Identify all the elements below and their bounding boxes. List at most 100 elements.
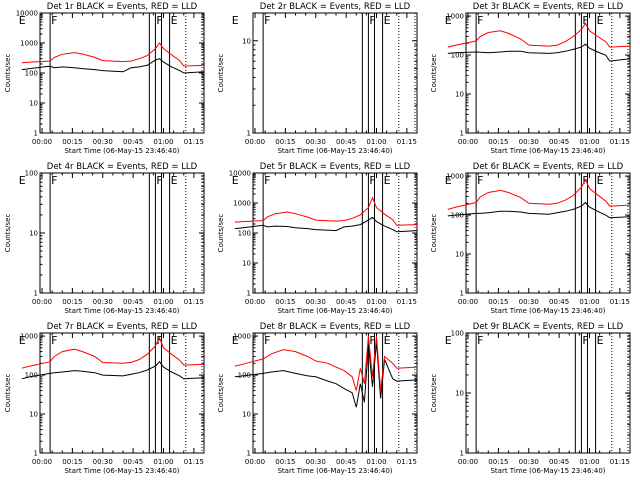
y-tick-label: 10 — [29, 411, 38, 419]
x-tick-label: 00:00 — [458, 298, 478, 306]
flag-label: F — [156, 14, 162, 27]
x-tick-label: 00:15 — [488, 298, 508, 306]
y-tick-label: 10 — [29, 230, 38, 238]
y-tick-label: 1 — [34, 130, 38, 138]
x-tick-label: 00:30 — [306, 138, 326, 146]
x-tick-label: 00:30 — [519, 298, 539, 306]
x-tick-label: 01:15 — [610, 458, 630, 466]
x-tick-label: 01:00 — [579, 298, 599, 306]
flag-label: E — [384, 14, 391, 27]
y-tick-label: 1000 — [446, 13, 464, 21]
flag-label: E — [597, 334, 604, 347]
plot-frame — [465, 332, 631, 454]
panel-title: Det 6r BLACK = Events, RED = LLD — [473, 162, 624, 172]
x-tick-label: 00:30 — [93, 458, 113, 466]
y-tick-label: 1000 — [20, 333, 38, 341]
panel-title: Det 2r BLACK = Events, RED = LLD — [260, 2, 411, 12]
flag-label: F — [369, 174, 375, 187]
y-tick-label: 10 — [455, 91, 464, 99]
x-tick-label: 00:45 — [123, 138, 143, 146]
x-axis-label: Start Time (06-May-15 23:46:40) — [64, 467, 179, 475]
flag-label: F — [369, 14, 375, 27]
x-tick-label: 00:30 — [306, 458, 326, 466]
x-tick-label: 00:30 — [93, 298, 113, 306]
events-series-line — [447, 201, 631, 219]
x-tick-label: 01:15 — [184, 458, 204, 466]
x-tick-label: 00:15 — [62, 458, 82, 466]
x-tick-label: 01:15 — [397, 138, 417, 146]
flag-label: E — [597, 14, 604, 27]
flag-label: E — [171, 14, 178, 27]
panel-title: Det 3r BLACK = Events, RED = LLD — [473, 2, 624, 12]
x-tick-label: 00:00 — [32, 458, 52, 466]
x-tick-label: 00:00 — [245, 298, 265, 306]
y-tick-label: 1 — [247, 130, 251, 138]
x-tick-label: 00:15 — [275, 138, 295, 146]
x-tick-label: 00:15 — [275, 298, 295, 306]
y-tick-label: 100 — [451, 212, 464, 220]
x-tick-label: 00:00 — [32, 298, 52, 306]
flag-label: F — [156, 334, 162, 347]
x-tick-label: 01:00 — [366, 138, 386, 146]
x-tick-label: 01:15 — [184, 138, 204, 146]
x-axis-label: Start Time (06-May-15 23:46:40) — [64, 147, 179, 155]
y-tick-label: 10 — [455, 390, 464, 398]
events-series-line — [21, 360, 205, 380]
flag-label: E — [232, 334, 239, 347]
plot-frame — [39, 172, 205, 294]
y-tick-label: 10 — [242, 260, 251, 268]
x-axis-label: Start Time (06-May-15 23:46:40) — [277, 147, 392, 155]
flag-label: E — [384, 334, 391, 347]
y-axis-label: Counts/sec — [430, 214, 438, 253]
x-tick-label: 00:00 — [458, 458, 478, 466]
x-axis-label: Start Time (06-May-15 23:46:40) — [277, 467, 392, 475]
events-series-line — [21, 58, 205, 74]
y-tick-label: 100 — [238, 230, 251, 238]
x-tick-label: 00:30 — [93, 138, 113, 146]
y-tick-label: 1 — [460, 130, 464, 138]
flag-label: F — [51, 14, 57, 27]
lld-series-line — [234, 196, 418, 226]
y-tick-label: 100 — [25, 170, 38, 178]
x-tick-label: 01:15 — [184, 298, 204, 306]
flag-label: E — [597, 174, 604, 187]
plot-frame — [39, 332, 205, 454]
y-tick-label: 1 — [34, 290, 38, 298]
lld-series-line — [21, 42, 205, 67]
flag-label: E — [384, 174, 391, 187]
flag-label: E — [445, 174, 452, 187]
flag-label: F — [477, 174, 483, 187]
panel-title: Det 8r BLACK = Events, RED = LLD — [260, 322, 411, 332]
x-tick-label: 00:45 — [549, 138, 569, 146]
y-axis-label: Counts/sec — [430, 54, 438, 93]
y-tick-label: 100 — [25, 372, 38, 380]
x-tick-label: 01:00 — [153, 298, 173, 306]
x-tick-label: 01:00 — [579, 138, 599, 146]
x-tick-label: 00:15 — [488, 458, 508, 466]
x-tick-label: 00:45 — [549, 298, 569, 306]
x-tick-label: 00:45 — [336, 458, 356, 466]
plot-frame — [252, 332, 418, 454]
x-tick-label: 01:15 — [610, 298, 630, 306]
panel-title: Det 1r BLACK = Events, RED = LLD — [47, 2, 198, 12]
panel-title: Det 4r BLACK = Events, RED = LLD — [47, 162, 198, 172]
y-tick-label: 1 — [34, 450, 38, 458]
x-tick-label: 00:00 — [245, 138, 265, 146]
flag-label: F — [51, 174, 57, 187]
flag-label: E — [19, 14, 26, 27]
x-axis-label: Start Time (06-May-15 23:46:40) — [490, 147, 605, 155]
flag-label: E — [232, 14, 239, 27]
y-axis-label: Counts/sec — [4, 374, 12, 413]
flag-label: E — [19, 334, 26, 347]
y-tick-label: 1000 — [20, 40, 38, 48]
y-tick-label: 100 — [25, 70, 38, 78]
flag-label: F — [156, 174, 162, 187]
